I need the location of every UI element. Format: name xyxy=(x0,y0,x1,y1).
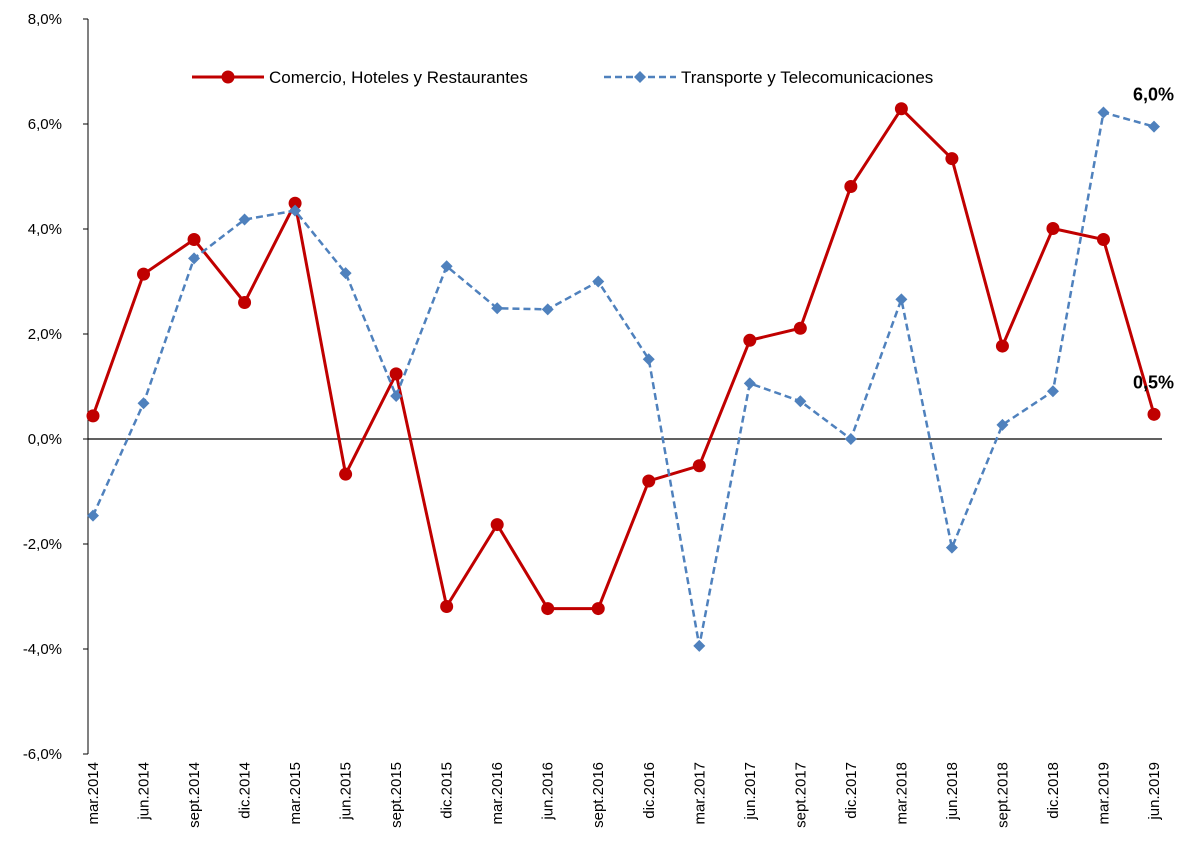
x-tick-label: jun.2014 xyxy=(136,762,153,821)
x-tick-label: mar.2014 xyxy=(85,762,102,825)
point xyxy=(389,367,403,381)
x-tick-label: mar.2019 xyxy=(1095,762,1112,825)
x-tick-label: sept.2017 xyxy=(792,762,809,828)
point xyxy=(339,267,352,280)
point xyxy=(541,303,554,316)
x-tick-label: sept.2014 xyxy=(186,762,203,828)
legend: Comercio, Hoteles y Restaurantes Transpor… xyxy=(192,68,933,87)
point xyxy=(87,509,99,522)
point xyxy=(1046,385,1059,398)
point xyxy=(490,518,504,532)
x-tick-label: dic.2016 xyxy=(641,762,658,819)
point xyxy=(844,179,858,193)
point xyxy=(86,409,100,423)
series: 0,5% xyxy=(86,102,1174,616)
y-tick-label: 0,0% xyxy=(28,431,62,448)
x-tick-label: jun.2019 xyxy=(1146,762,1163,821)
point xyxy=(1147,407,1161,421)
series-line xyxy=(91,110,1155,647)
y-tick-label: -4,0% xyxy=(23,641,62,658)
point xyxy=(793,321,807,335)
point xyxy=(339,467,353,481)
point xyxy=(188,252,201,265)
y-tick-label: -6,0% xyxy=(23,746,62,763)
point xyxy=(794,395,807,408)
y-tick-label: 4,0% xyxy=(28,221,62,238)
point xyxy=(1148,120,1160,133)
x-tick-label: dic.2014 xyxy=(237,762,254,819)
legend-label: Comercio, Hoteles y Restaurantes xyxy=(269,68,528,87)
point xyxy=(591,602,605,616)
point xyxy=(895,293,908,306)
point xyxy=(541,602,555,616)
point xyxy=(390,389,403,402)
point xyxy=(491,302,504,315)
x-tick-label: jun.2016 xyxy=(540,762,557,821)
point xyxy=(693,639,706,652)
x-tick-label: mar.2016 xyxy=(489,762,506,825)
point xyxy=(137,397,150,410)
data-label: 0,5% xyxy=(1133,372,1174,392)
point xyxy=(844,433,857,445)
series-line xyxy=(91,106,1156,611)
point xyxy=(238,296,252,309)
point xyxy=(995,339,1009,353)
point xyxy=(137,267,151,281)
point xyxy=(1046,221,1060,235)
point xyxy=(238,213,251,226)
legend-label: Transporte y Telecomunicaciones xyxy=(681,68,933,87)
point xyxy=(642,474,656,488)
legend-marker xyxy=(634,71,646,83)
point xyxy=(187,233,201,246)
point xyxy=(1097,106,1110,119)
point xyxy=(642,353,655,366)
point xyxy=(440,260,453,273)
point xyxy=(592,275,605,288)
x-tick-label: jun.2017 xyxy=(742,762,759,821)
x-tick-label: sept.2015 xyxy=(388,762,405,828)
x-tick-label: mar.2017 xyxy=(691,762,708,825)
x-tick-label: sept.2016 xyxy=(590,762,607,828)
point xyxy=(996,418,1009,431)
data-label: 6,0% xyxy=(1133,85,1174,105)
point xyxy=(743,333,757,347)
point xyxy=(945,152,959,166)
x-tick-label: mar.2018 xyxy=(893,762,910,825)
series: 6,0% xyxy=(87,85,1174,652)
legend-marker xyxy=(221,70,235,84)
x-tick-label: dic.2017 xyxy=(843,762,860,819)
point xyxy=(743,377,756,390)
point xyxy=(945,541,958,554)
point xyxy=(288,196,302,210)
point xyxy=(692,459,706,473)
x-tick-label: jun.2018 xyxy=(944,762,961,821)
y-tick-label: -2,0% xyxy=(23,536,62,553)
x-tick-label: jun.2015 xyxy=(338,762,355,821)
x-tick-label: dic.2015 xyxy=(439,762,456,819)
x-tick-label: sept.2018 xyxy=(994,762,1011,828)
point xyxy=(289,204,302,217)
point xyxy=(1096,233,1110,246)
x-tick-label: mar.2015 xyxy=(287,762,304,825)
point xyxy=(894,102,908,116)
x-tick-label: dic.2018 xyxy=(1045,762,1062,819)
y-tick-label: 2,0% xyxy=(28,326,62,343)
y-tick-label: 6,0% xyxy=(28,116,62,133)
point xyxy=(440,599,454,613)
y-tick-label: 8,0% xyxy=(28,11,62,28)
